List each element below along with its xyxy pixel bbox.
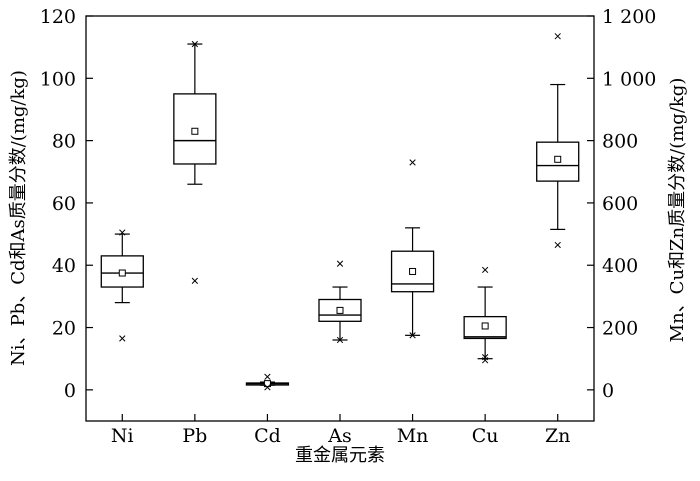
outlier-marker: [264, 373, 271, 380]
plot-frame: [85, 15, 595, 422]
x-tick-label: Mn: [397, 425, 429, 447]
x-tick-label: Pb: [182, 425, 207, 447]
left-y-axis: 0 20 40 60 80 100 120: [40, 6, 93, 402]
right-y-tick-label: 400: [602, 255, 638, 277]
right-y-tick-label: 800: [602, 131, 638, 153]
outlier-marker: [481, 266, 489, 274]
x-axis: Ni Pb Cd As Mn Cu Zn: [111, 414, 570, 447]
x-axis-title: 重金属元素: [295, 445, 385, 466]
left-y-tick-label: 60: [52, 193, 76, 215]
left-y-tick-label: 0: [64, 380, 76, 402]
mean-marker: [118, 269, 126, 277]
x-tick-label: Zn: [545, 425, 570, 447]
outlier-marker: [336, 260, 344, 267]
box-series: [100, 33, 580, 391]
x-tick-label: Cu: [472, 425, 499, 447]
left-y-tick-label: 40: [52, 255, 76, 277]
left-y-tick-label: 100: [40, 68, 76, 90]
right-y-tick-label: 1 200: [602, 6, 656, 28]
outlier-marker: [409, 159, 416, 166]
box-ni: [100, 229, 144, 342]
outlier-marker: [191, 40, 199, 48]
x-tick-label: Cd: [254, 425, 281, 447]
right-y-tick-label: 0: [602, 380, 614, 402]
box-as: [318, 260, 362, 344]
outlier-marker: [119, 229, 126, 236]
x-tick-label: As: [327, 425, 351, 447]
mean-marker: [554, 155, 562, 163]
right-y-tick-label: 200: [602, 318, 638, 340]
mean-marker: [481, 322, 489, 330]
left-y-tick-label: 80: [52, 131, 76, 153]
outlier-marker: [119, 335, 126, 342]
outlier-marker: [191, 277, 199, 284]
left-y-tick-label: 20: [52, 318, 76, 340]
outlier-marker: [481, 353, 489, 361]
right-y-axis-title: Mn、Cu和Zn质量分数/(mg/kg): [667, 78, 688, 343]
box-pb: [173, 40, 217, 284]
right-y-tick-label: 600: [602, 193, 638, 215]
outlier-marker: [409, 332, 416, 339]
x-tick-label: Ni: [111, 425, 134, 447]
iqr-box: [390, 250, 435, 293]
right-y-axis: 0 200 400 600 800 1 000 1 200: [587, 6, 656, 402]
outlier-marker: [264, 384, 271, 391]
left-y-axis-title: Ni、Pb、Cd和As质量分数/(mg/kg): [8, 70, 29, 366]
box-cd: [245, 373, 290, 391]
outlier-marker: [554, 241, 561, 249]
left-y-tick-label: 120: [40, 6, 76, 28]
mean-marker: [336, 306, 344, 314]
outlier-marker: [554, 33, 561, 40]
mean-marker: [409, 267, 417, 275]
box-cu: [463, 266, 507, 364]
box-mn: [390, 159, 435, 339]
mean-marker: [191, 127, 199, 135]
outlier-marker: [336, 336, 344, 344]
right-y-tick-label: 1 000: [602, 68, 656, 90]
box-zn: [536, 33, 580, 249]
mean-marker: [263, 380, 271, 388]
